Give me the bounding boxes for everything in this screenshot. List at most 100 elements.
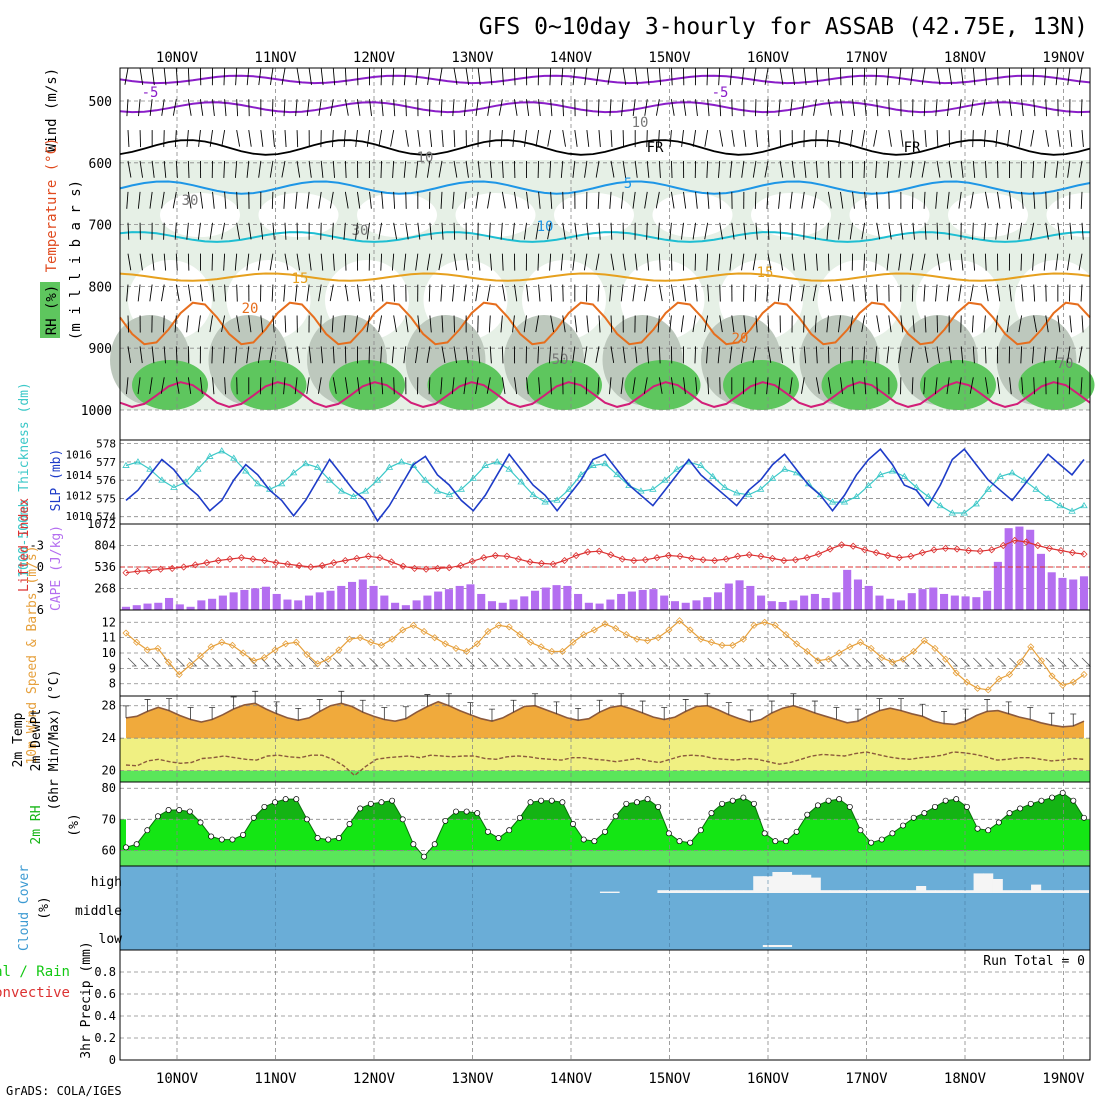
wind-barb (331, 315, 334, 333)
wind-barb (632, 377, 636, 394)
wind-speed-point (377, 641, 386, 649)
rh-dry-pocket (554, 193, 634, 237)
wind-barb (1032, 160, 1035, 178)
high-cloud-bar (925, 890, 936, 893)
wind-barb (221, 222, 226, 240)
wind-barb (224, 99, 227, 117)
wind-barb (283, 99, 286, 117)
date-label-bottom: 11NOV (254, 1071, 297, 1087)
cape-bar (1026, 529, 1035, 610)
thickness-point (122, 461, 130, 468)
wind-barb (695, 99, 698, 117)
wind-speed-point (931, 644, 939, 652)
wind-speed-point (409, 621, 417, 629)
rh-dry-pocket (455, 193, 536, 237)
wind-barb (550, 377, 552, 395)
temp-minmax-bar (187, 707, 194, 720)
wind-barb (960, 68, 964, 86)
wind-speed-line (125, 620, 1085, 691)
below-surface (120, 410, 1090, 440)
wind-barb (815, 68, 819, 86)
wind-barb (234, 346, 238, 364)
rh2m-point (431, 841, 438, 848)
wind-barb (923, 99, 926, 117)
wind-barb (743, 222, 747, 240)
wind-barb (405, 222, 409, 240)
cloud-level-tick: low (99, 932, 123, 947)
cape-bar (315, 592, 324, 610)
precip-ticks: 00.20.40.60.8 (94, 965, 116, 1067)
wind-barb (320, 253, 324, 271)
wind-barb (803, 315, 805, 333)
wind-speed-point (165, 658, 173, 666)
wind-barb (634, 346, 638, 364)
temp-label: 2m Temp (11, 712, 26, 767)
rh2m-point (655, 803, 662, 810)
wind-barb (320, 315, 322, 333)
high-cloud-bar (983, 873, 994, 893)
thickness-point (230, 454, 238, 461)
wind-barb (296, 160, 301, 178)
wind-barb (186, 222, 189, 240)
surface-wind-barb (369, 657, 379, 667)
rh2m-point (846, 803, 853, 810)
rh2m-point (1049, 794, 1056, 801)
rh2m-point (1027, 800, 1034, 807)
thickness-point (541, 498, 549, 505)
rh2m-point (474, 810, 481, 817)
wind-barb (440, 191, 443, 209)
upper-air-ylabels: Wind (m/s) Temperature (°C) RH (%) (m i … (44, 68, 84, 340)
cape-bar (175, 604, 184, 610)
wind-barb (827, 377, 832, 394)
thickness-point (481, 461, 489, 468)
wind-barb (1078, 346, 1083, 363)
wind-barb (526, 377, 529, 395)
cape-bar (1036, 553, 1045, 610)
wind-barb (187, 377, 192, 395)
temp-minmax-bar (510, 699, 517, 713)
wind-barb (838, 222, 841, 240)
wind-barb (162, 315, 165, 333)
wind-barb (209, 130, 213, 147)
wind-speed-point (324, 655, 332, 663)
cape-bar (767, 601, 776, 610)
wind-barb (888, 315, 892, 333)
rh2m-point (527, 799, 534, 806)
date-label-top: 10NOV (156, 50, 199, 66)
cape-bar (724, 583, 733, 610)
wind-barb (1045, 191, 1047, 209)
isotherm-line (119, 381, 1091, 408)
li-point (584, 548, 592, 556)
wind-barb (489, 130, 491, 148)
rh2m-point (421, 853, 427, 860)
wind-barb (706, 68, 709, 86)
wind-barb (163, 253, 167, 271)
rh-saturated-pocket (624, 360, 701, 410)
wind-barb (779, 253, 784, 271)
wind-barb (609, 284, 612, 302)
wind-speed-point (452, 644, 460, 652)
wind-speed-point (367, 638, 375, 646)
li-point (387, 558, 396, 566)
surface-wind-barb (960, 657, 971, 667)
cape-bar (832, 592, 841, 610)
wind-barb (657, 222, 660, 240)
wind-barb (223, 68, 226, 86)
wind-barb (332, 160, 335, 178)
li-point (295, 562, 303, 570)
cape-bar (487, 601, 497, 610)
thickness-point (529, 491, 537, 498)
rh2m-point (218, 836, 225, 843)
wind-barb (1033, 315, 1038, 333)
li-ylabels: Lifted Index CAPE (J/kg) (17, 498, 64, 611)
wind-barb (948, 253, 952, 271)
surface-wind-barb (224, 657, 234, 667)
wind-barb (562, 130, 566, 147)
wind-barb (621, 99, 624, 117)
wind-barb (513, 191, 518, 209)
isotherm-line (119, 231, 1091, 243)
temp-minmax-bar (661, 707, 668, 720)
isotherm-line (119, 139, 1091, 156)
wind-barb (344, 160, 347, 178)
